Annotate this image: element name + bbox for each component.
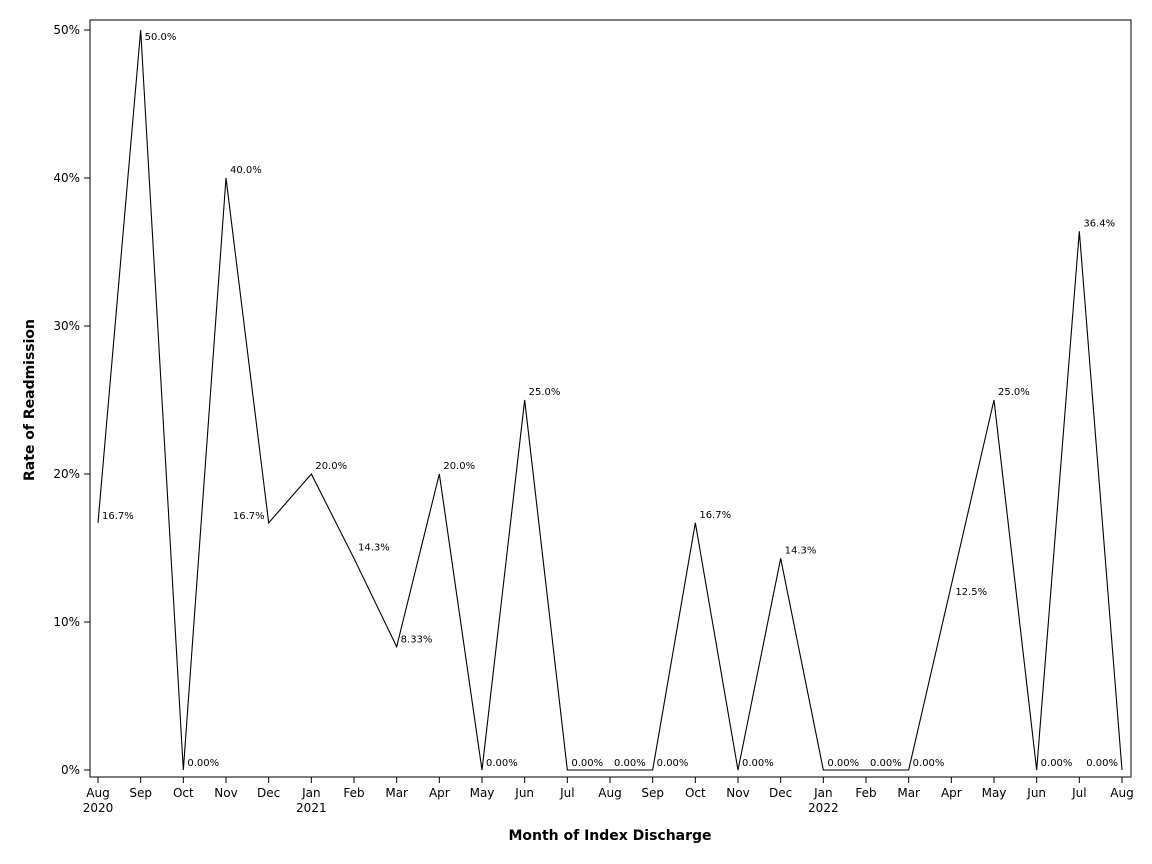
- series-line-group: [97, 29, 1123, 771]
- data-label: 20.0%: [443, 461, 475, 472]
- data-label: 36.4%: [1083, 218, 1115, 229]
- x-axis: Aug Sep Oct Nov Dec Jan Feb Mar Apr May Jun Jul Aug S…: [83, 777, 1134, 815]
- data-label: 12.5%: [955, 587, 987, 598]
- y-tick-label: 50%: [53, 23, 80, 37]
- data-label: 0.00%: [657, 758, 689, 769]
- data-label: 14.3%: [785, 545, 817, 556]
- x-tick-label: Aug: [1110, 786, 1133, 800]
- data-label: 25.0%: [529, 387, 561, 398]
- data-label: 0.00%: [827, 758, 859, 769]
- data-label: 0.00%: [187, 758, 219, 769]
- x-tick-label: Jan: [813, 786, 833, 800]
- x-tick-label: Nov: [726, 786, 749, 800]
- data-label: 0.00%: [742, 758, 774, 769]
- plot-frame: [89, 19, 1132, 778]
- data-label: 16.7%: [233, 511, 265, 522]
- x-tick-label: Mar: [897, 786, 920, 800]
- x-tick-label: Apr: [941, 786, 962, 800]
- data-label: 16.7%: [699, 510, 731, 521]
- x-tick-label: Jul: [1071, 786, 1086, 800]
- x-tick-label: Oct: [685, 786, 706, 800]
- x-axis-title: Month of Index Discharge: [508, 828, 711, 844]
- x-tick-label: Dec: [769, 786, 792, 800]
- data-label: 14.3%: [358, 542, 390, 553]
- y-tick-label: 0%: [61, 763, 80, 777]
- data-label: 0.00%: [1086, 758, 1118, 769]
- series-line: [97, 29, 1123, 771]
- data-label: 0.00%: [571, 758, 603, 769]
- data-label: 25.0%: [998, 387, 1030, 398]
- data-label: 20.0%: [315, 461, 347, 472]
- y-tick-label: 40%: [53, 171, 80, 185]
- x-tick-label: May: [470, 786, 495, 800]
- data-labels-group: 16.7% 50.0% 0.00% 40.0% 16.7% 20.0% 14.3% 8.33%…: [102, 32, 1118, 769]
- x-tick-label: Mar: [385, 786, 408, 800]
- x-tick-label: Aug: [86, 786, 109, 800]
- data-label: 40.0%: [230, 165, 262, 176]
- x-year-label: 2020: [83, 801, 114, 815]
- data-label: 0.00%: [486, 758, 518, 769]
- x-year-label: 2022: [808, 801, 839, 815]
- x-tick-label: Nov: [214, 786, 237, 800]
- x-tick-label: Sep: [129, 786, 152, 800]
- x-tick-label: Jan: [301, 786, 321, 800]
- x-tick-label: Feb: [343, 786, 364, 800]
- x-tick-label: Jul: [559, 786, 574, 800]
- x-year-label: 2021: [296, 801, 327, 815]
- x-tick-label: May: [982, 786, 1007, 800]
- y-tick-label: 20%: [53, 467, 80, 481]
- x-tick-label: Sep: [641, 786, 664, 800]
- data-label: 16.7%: [102, 511, 134, 522]
- data-label: 8.33%: [401, 635, 433, 646]
- data-label: 0.00%: [1041, 758, 1073, 769]
- data-label: 0.00%: [614, 758, 646, 769]
- y-tick-label: 30%: [53, 319, 80, 333]
- x-tick-label: Oct: [173, 786, 194, 800]
- y-tick-label: 10%: [53, 615, 80, 629]
- data-label: 0.00%: [870, 758, 902, 769]
- y-axis-title: Rate of Readmission: [22, 319, 38, 481]
- data-label: 0.00%: [913, 758, 945, 769]
- x-tick-label: Dec: [257, 786, 280, 800]
- x-tick-label: Aug: [598, 786, 621, 800]
- data-label: 50.0%: [145, 32, 177, 43]
- x-tick-label: Jun: [1026, 786, 1046, 800]
- x-tick-label: Apr: [429, 786, 450, 800]
- x-tick-label: Jun: [514, 786, 534, 800]
- y-axis: 0% 10% 20% 30% 40% 50%: [53, 23, 90, 777]
- x-tick-label: Feb: [855, 786, 876, 800]
